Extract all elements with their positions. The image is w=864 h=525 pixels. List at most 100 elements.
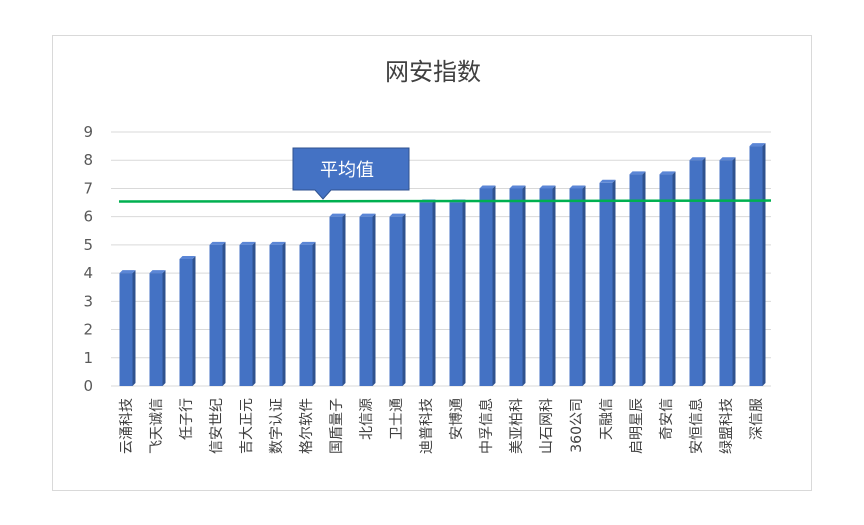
y-tick-label: 8 — [83, 151, 93, 169]
bar-front — [329, 216, 343, 386]
x-category-label: 360公司 — [569, 398, 585, 453]
bar-front — [389, 216, 403, 386]
x-axis-labels: 云涌科技 飞天诚信 任子行 信安世纪 吉大正元 数字认证 格尔软件 国盾量子 北信源 卫士通 迪普科… — [119, 398, 765, 454]
x-category-label: 美亚柏科 — [509, 398, 525, 454]
bar-top — [269, 241, 286, 245]
bar — [209, 241, 226, 386]
bar — [569, 185, 586, 386]
bar-front — [719, 160, 733, 386]
bar-top — [599, 179, 616, 183]
bar-top — [509, 185, 526, 189]
bar-side — [252, 241, 256, 386]
bar-top — [179, 256, 196, 259]
bar — [689, 157, 706, 386]
bars — [119, 143, 766, 386]
bar-front — [119, 273, 133, 386]
bar-side — [492, 185, 496, 386]
bar-top — [479, 185, 496, 189]
bar-top — [239, 241, 256, 245]
bar — [359, 213, 376, 386]
average-line-group: 平均值 — [118, 147, 772, 203]
y-tick-label: 2 — [83, 321, 93, 339]
bar — [239, 241, 256, 386]
bar-front — [179, 259, 193, 386]
average-callout-label: 平均值 — [320, 160, 374, 181]
x-category-label: 奇安信 — [658, 398, 675, 440]
bar-side — [702, 157, 706, 386]
bar-side — [582, 185, 586, 386]
bar-side — [312, 241, 316, 386]
bar — [419, 199, 436, 386]
bar-top — [359, 213, 376, 217]
bar-top — [299, 241, 316, 245]
bar-side — [282, 241, 286, 386]
bar-front — [209, 244, 223, 386]
x-category-label: 中孚信息 — [478, 398, 495, 454]
bar — [479, 185, 496, 386]
bar-side — [642, 171, 646, 386]
y-tick-label: 5 — [83, 236, 93, 254]
bar-top — [719, 157, 736, 161]
bar — [149, 270, 166, 386]
y-tick-label: 1 — [83, 349, 93, 367]
bar-top — [749, 143, 766, 147]
bar — [119, 270, 136, 386]
x-category-label: 北信源 — [359, 398, 375, 440]
x-category-label: 信安世纪 — [209, 398, 225, 454]
bar-front — [599, 182, 613, 386]
bar-side — [402, 213, 406, 386]
bar-front — [539, 188, 553, 386]
y-tick-label: 7 — [83, 179, 93, 197]
average-callout-box — [292, 147, 410, 200]
y-tick-label: 0 — [83, 377, 93, 395]
y-tick-label: 6 — [83, 208, 93, 226]
bar-side — [432, 199, 436, 386]
bar-top — [329, 213, 346, 217]
x-category-label: 深信服 — [749, 398, 765, 440]
x-category-label: 绿盟科技 — [719, 398, 735, 454]
bar-front — [659, 174, 673, 386]
bar-top — [659, 171, 676, 175]
y-tick-label: 4 — [83, 264, 93, 282]
bar — [599, 179, 616, 386]
x-category-label: 国盾量子 — [329, 398, 345, 454]
bar — [329, 213, 346, 386]
bar-side — [462, 199, 466, 386]
bar — [389, 213, 406, 386]
bar-front — [479, 188, 493, 386]
bar-side — [372, 213, 376, 386]
x-category-label: 卫士通 — [389, 398, 405, 440]
bar-front — [419, 202, 433, 386]
bar-side — [672, 171, 676, 386]
bar-front — [239, 244, 253, 386]
bar-side — [162, 270, 166, 386]
bar — [299, 241, 316, 386]
y-axis-ticks: 0 1 2 3 4 5 6 7 8 9 — [83, 123, 93, 395]
bar-top — [119, 270, 136, 274]
chart-frame: 网安指数 0 1 2 3 4 5 6 7 8 9 云涌科技 飞天诚信 任子行 信安世纪 吉大正元 数字认证格… — [52, 35, 812, 491]
bar-front — [629, 174, 643, 386]
x-category-label: 迪普科技 — [419, 398, 435, 454]
bar-side — [132, 270, 136, 386]
bar — [749, 143, 766, 386]
x-category-label: 云涌科技 — [119, 398, 135, 454]
chart-title: 网安指数 — [385, 58, 481, 86]
x-category-label: 安博通 — [448, 398, 465, 440]
x-category-label: 任子行 — [179, 398, 195, 440]
bar-chart: 网安指数 0 1 2 3 4 5 6 7 8 9 云涌科技 飞天诚信 任子行 信安世纪 吉大正元 数字认证格… — [83, 58, 772, 454]
bar — [539, 185, 556, 386]
x-category-label: 山石网科 — [539, 398, 555, 454]
bar-top — [149, 270, 166, 274]
x-category-label: 飞天诚信 — [149, 398, 165, 454]
bar-top — [539, 185, 556, 189]
bar-front — [299, 244, 313, 386]
bar-front — [449, 202, 463, 386]
bar-side — [732, 157, 736, 386]
bar-front — [509, 188, 523, 386]
bar-side — [762, 143, 766, 386]
bar-side — [522, 185, 526, 386]
y-tick-label: 9 — [83, 123, 93, 141]
x-category-label: 安恒信息 — [688, 398, 705, 454]
x-category-label: 启明星辰 — [629, 398, 645, 454]
bar-side — [342, 213, 346, 386]
